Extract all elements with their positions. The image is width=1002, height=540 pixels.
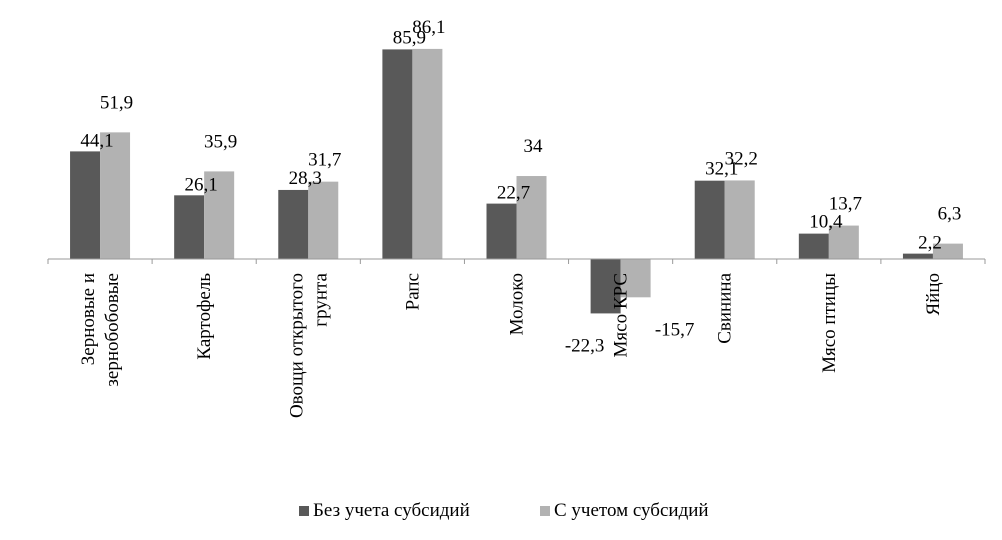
bar-series-1 xyxy=(412,48,443,259)
legend: Без учета субсидий С учетом субсидий xyxy=(299,500,709,521)
data-label-series-1: 35,9 xyxy=(204,131,237,152)
bar-series-0 xyxy=(694,180,725,259)
category-label: Яйцо xyxy=(923,273,944,316)
data-label-series-0: 22,7 xyxy=(497,183,530,204)
data-label-series-0: 44,1 xyxy=(80,130,113,151)
category-label: Мясо птицы xyxy=(819,273,840,373)
x-axis-ticks xyxy=(47,259,986,264)
bar-series-0 xyxy=(278,189,309,259)
data-label-series-0: 2,2 xyxy=(918,233,942,254)
data-label-series-0: 28,3 xyxy=(289,168,322,189)
data-label-series-0: 26,1 xyxy=(185,174,218,195)
bar-series-0 xyxy=(798,233,829,259)
legend-label-series-1: С учетом субсидий xyxy=(554,500,709,521)
bar-series-0 xyxy=(70,151,101,259)
data-label-series-1: 32,2 xyxy=(725,148,758,169)
legend-swatch-series-1 xyxy=(540,506,550,516)
data-label-series-1: 31,7 xyxy=(308,150,341,171)
bar-series-1 xyxy=(204,171,235,259)
category-label: Молоко xyxy=(507,273,528,335)
data-labels-layer: 44,1 51,9 26,1 35,9 28,331,7 85,986,1 22,7 34 -2… xyxy=(80,17,961,356)
data-label-series-1: 13,7 xyxy=(829,194,862,215)
bar-series-1 xyxy=(828,225,859,259)
bar-series-0 xyxy=(174,195,205,259)
data-label-series-1: 86,1 xyxy=(412,17,445,38)
bar-series-1 xyxy=(932,243,963,259)
data-label-series-1: -15,7 xyxy=(655,319,695,340)
bar-series-1 xyxy=(724,180,755,259)
bar-series-1 xyxy=(516,176,547,259)
category-label: Картофель xyxy=(194,273,215,360)
category-label: Зерновые и xyxy=(78,273,99,365)
category-label: Овощи открытого xyxy=(286,273,307,418)
legend-label-series-0: Без учета субсидий xyxy=(313,500,470,521)
data-label-series-0: 32,1 xyxy=(705,159,738,180)
category-label: грунта xyxy=(310,272,331,326)
legend-swatch-series-0 xyxy=(299,506,309,516)
category-label: Свинина xyxy=(715,272,736,343)
data-label-series-0: -22,3 xyxy=(565,335,605,356)
bar-series-0 xyxy=(902,253,933,259)
category-label: Рапс xyxy=(402,273,423,310)
data-label-series-1: 6,3 xyxy=(938,204,962,225)
data-label-series-1: 51,9 xyxy=(100,92,133,113)
bar-series-1 xyxy=(100,132,131,259)
category-label: Мясо КРС xyxy=(611,273,632,357)
bar-series-1 xyxy=(620,259,651,298)
bars-layer xyxy=(70,48,963,314)
category-labels-layer: Зерновые и зернобобовые Картофель Овощи отк… xyxy=(78,272,944,418)
data-label-series-1: 34 xyxy=(524,136,544,157)
bar-series-0 xyxy=(486,203,517,259)
data-label-series-0: 10,4 xyxy=(809,212,843,233)
bar-series-0 xyxy=(382,49,413,260)
category-label: зернобобовые xyxy=(102,273,123,387)
bar-series-1 xyxy=(308,181,339,259)
bar-series-0 xyxy=(590,259,621,314)
data-label-series-0: 85,9 xyxy=(393,27,426,48)
